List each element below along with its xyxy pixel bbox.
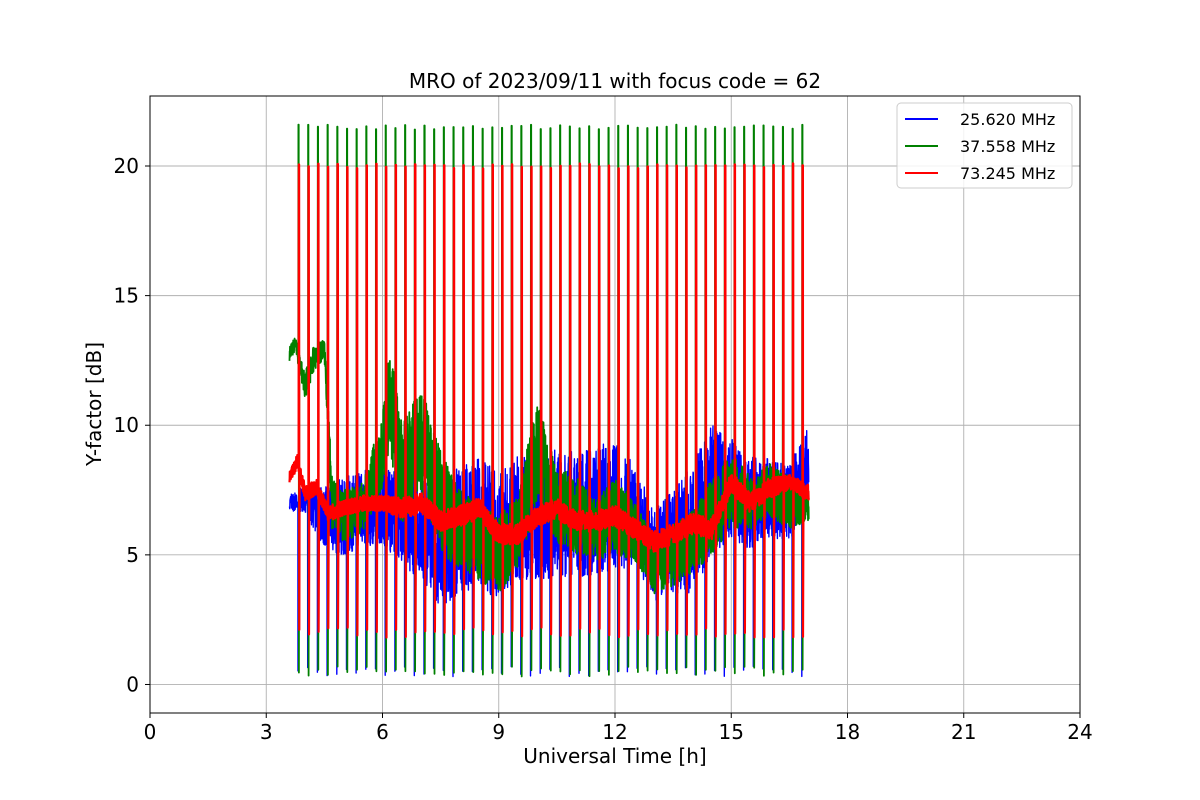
y-tick-label: 10 <box>114 413 139 437</box>
y-tick-label: 5 <box>126 543 139 567</box>
x-tick-label: 21 <box>951 720 976 744</box>
legend-label: 25.620 MHz <box>960 110 1055 129</box>
legend-label: 37.558 MHz <box>960 137 1055 156</box>
y-tick-label: 20 <box>114 154 139 178</box>
x-tick-label: 12 <box>602 720 627 744</box>
series-line-3 <box>288 162 810 639</box>
x-tick-label: 9 <box>492 720 505 744</box>
legend-label: 73.245 MHz <box>960 164 1055 183</box>
x-tick-label: 15 <box>719 720 744 744</box>
x-axis-label: Universal Time [h] <box>523 744 706 768</box>
legend-box <box>896 102 1073 189</box>
legend: 25.620 MHz 37.558 MHz 73.245 MHz <box>896 102 1073 189</box>
x-axis: 0 3 6 9 12 15 18 21 24 <box>144 713 1093 744</box>
chart-title: MRO of 2023/09/11 with focus code = 62 <box>409 69 821 93</box>
x-tick-label: 3 <box>260 720 273 744</box>
x-tick-label: 18 <box>835 720 860 744</box>
x-tick-label: 6 <box>376 720 389 744</box>
x-tick-label: 0 <box>144 720 157 744</box>
y-tick-label: 0 <box>126 672 139 696</box>
y-axis-label: Y-factor [dB] <box>82 342 106 467</box>
x-tick-label: 24 <box>1067 720 1092 744</box>
series-layer <box>288 123 810 678</box>
y-tick-label: 15 <box>114 284 139 308</box>
y-axis: 0 5 10 15 20 <box>114 154 150 696</box>
